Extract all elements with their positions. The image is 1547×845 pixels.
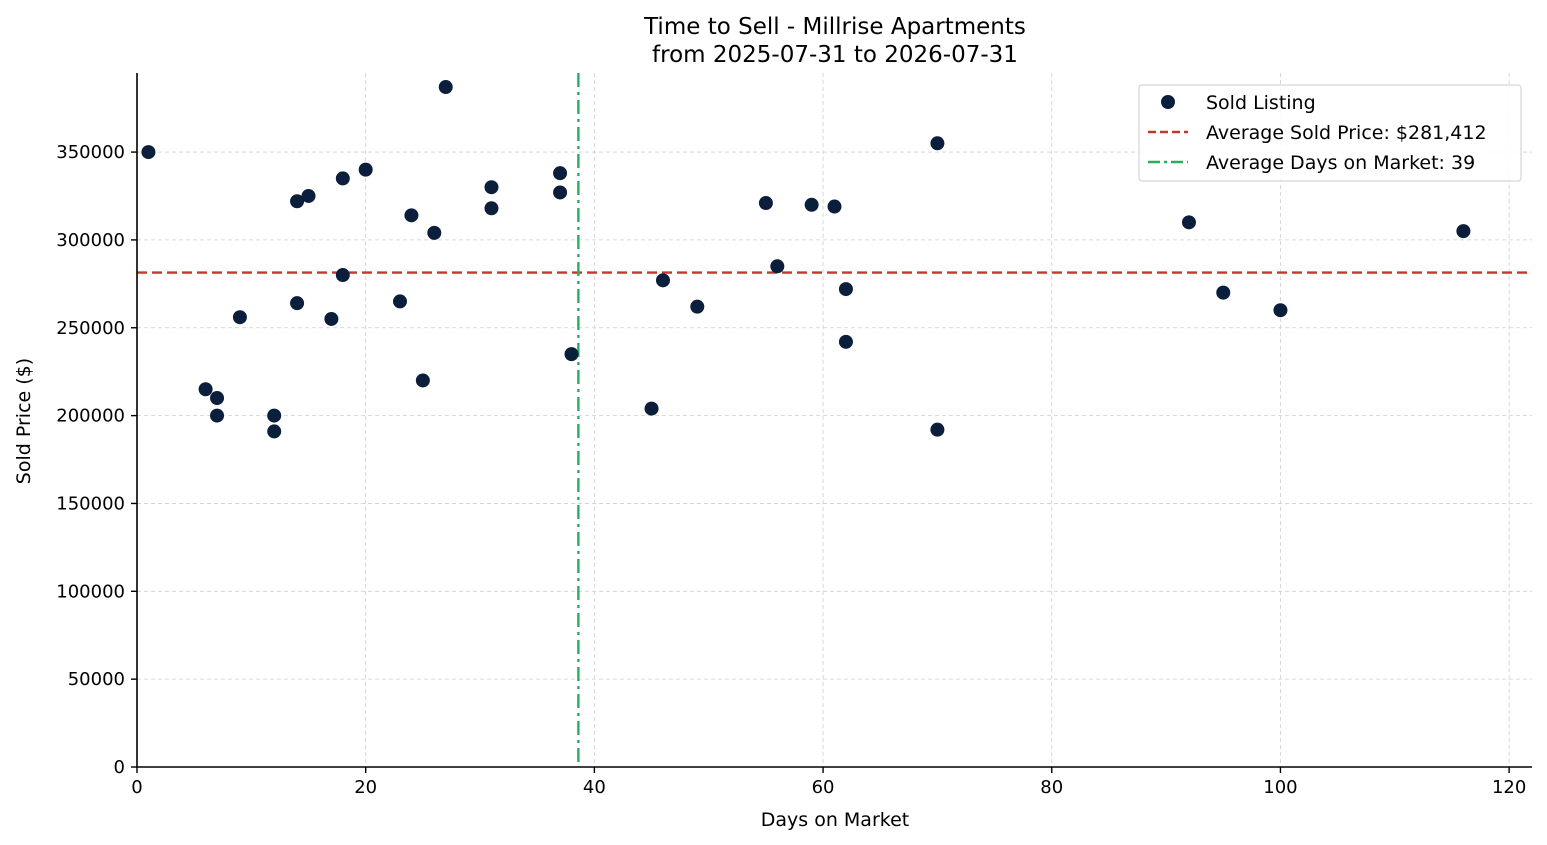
legend-label-average-days: Average Days on Market: 39 (1206, 152, 1475, 174)
y-tick-label: 250000 (56, 318, 125, 339)
sold-listing-point (301, 188, 316, 203)
grid (137, 73, 1532, 767)
x-axis-label: Days on Market (761, 809, 909, 831)
sold-listing-point (930, 422, 945, 437)
x-tick-label: 120 (1492, 777, 1526, 798)
sold-listing-point (210, 408, 225, 423)
x-tick-label: 40 (583, 777, 606, 798)
sold-listing-point (484, 180, 499, 195)
sold-listing-point (553, 166, 568, 181)
sold-listing-point (838, 334, 853, 349)
sold-listing-point (655, 273, 670, 288)
reference-lines (137, 73, 1532, 767)
chart-subtitle: from 2025-07-31 to 2026-07-31 (652, 42, 1018, 68)
y-tick-label: 150000 (56, 493, 125, 514)
sold-listing-point (438, 80, 453, 95)
sold-listing-point (1273, 303, 1288, 318)
sold-listing-point (267, 424, 282, 439)
legend: Sold Listing Average Sold Price: $281,41… (1138, 84, 1522, 182)
tick-labels: 0 20 40 60 80 100 120 0 50000 100000 150000 200000 2… (56, 142, 1526, 798)
sold-listing-point (232, 310, 247, 325)
sold-listing-point (804, 197, 819, 212)
sold-listing-point (404, 208, 419, 223)
y-tick-label: 300000 (56, 230, 125, 251)
sold-listing-point (690, 299, 705, 314)
sold-listing-point (358, 162, 373, 177)
sold-listing-point (770, 259, 785, 274)
sold-listing-point (141, 145, 156, 160)
sold-listing-point (392, 294, 407, 309)
sold-listing-point (290, 194, 305, 209)
x-tick-label: 60 (812, 777, 835, 798)
sold-listing-point (644, 401, 659, 416)
y-tick-label: 100000 (56, 581, 125, 602)
sold-listing-point (415, 373, 430, 388)
sold-listing-point (335, 268, 350, 283)
sold-listing-point (553, 185, 568, 200)
y-tick-label: 200000 (56, 406, 125, 427)
sold-listing-point (1216, 285, 1231, 300)
sold-listing-point (210, 391, 225, 406)
y-axis-label: Sold Price ($) (13, 358, 35, 484)
legend-frame (1138, 84, 1522, 182)
sold-listing-point (427, 225, 442, 240)
sold-listing-point (758, 196, 773, 211)
chart-title: Time to Sell - Millrise Apartments (643, 14, 1026, 40)
sold-listing-point (335, 171, 350, 186)
legend-label-average-price: Average Sold Price: $281,412 (1206, 122, 1487, 144)
x-tick-label: 0 (131, 777, 142, 798)
y-tick-label: 50000 (68, 669, 125, 690)
data-points (141, 80, 1471, 439)
sold-listing-point (827, 199, 842, 214)
sold-listing-point (290, 296, 305, 311)
x-tick-label: 20 (354, 777, 377, 798)
legend-label-sold-listing: Sold Listing (1206, 92, 1316, 114)
sold-listing-point (838, 282, 853, 297)
y-tick-label: 350000 (56, 142, 125, 163)
sold-listing-point (564, 347, 579, 362)
sold-listing-point (930, 136, 945, 151)
sold-listing-point (198, 382, 213, 397)
sold-listing-point (324, 311, 339, 326)
axes (131, 73, 1532, 773)
x-tick-label: 80 (1040, 777, 1063, 798)
x-tick-label: 100 (1263, 777, 1297, 798)
y-tick-label: 0 (114, 757, 125, 778)
sold-listing-point (484, 201, 499, 216)
sold-listing-point (267, 408, 282, 423)
sold-listing-point (1456, 224, 1471, 239)
legend-marker-sold-listing (1161, 95, 1175, 109)
sold-listing-point (1181, 215, 1196, 230)
